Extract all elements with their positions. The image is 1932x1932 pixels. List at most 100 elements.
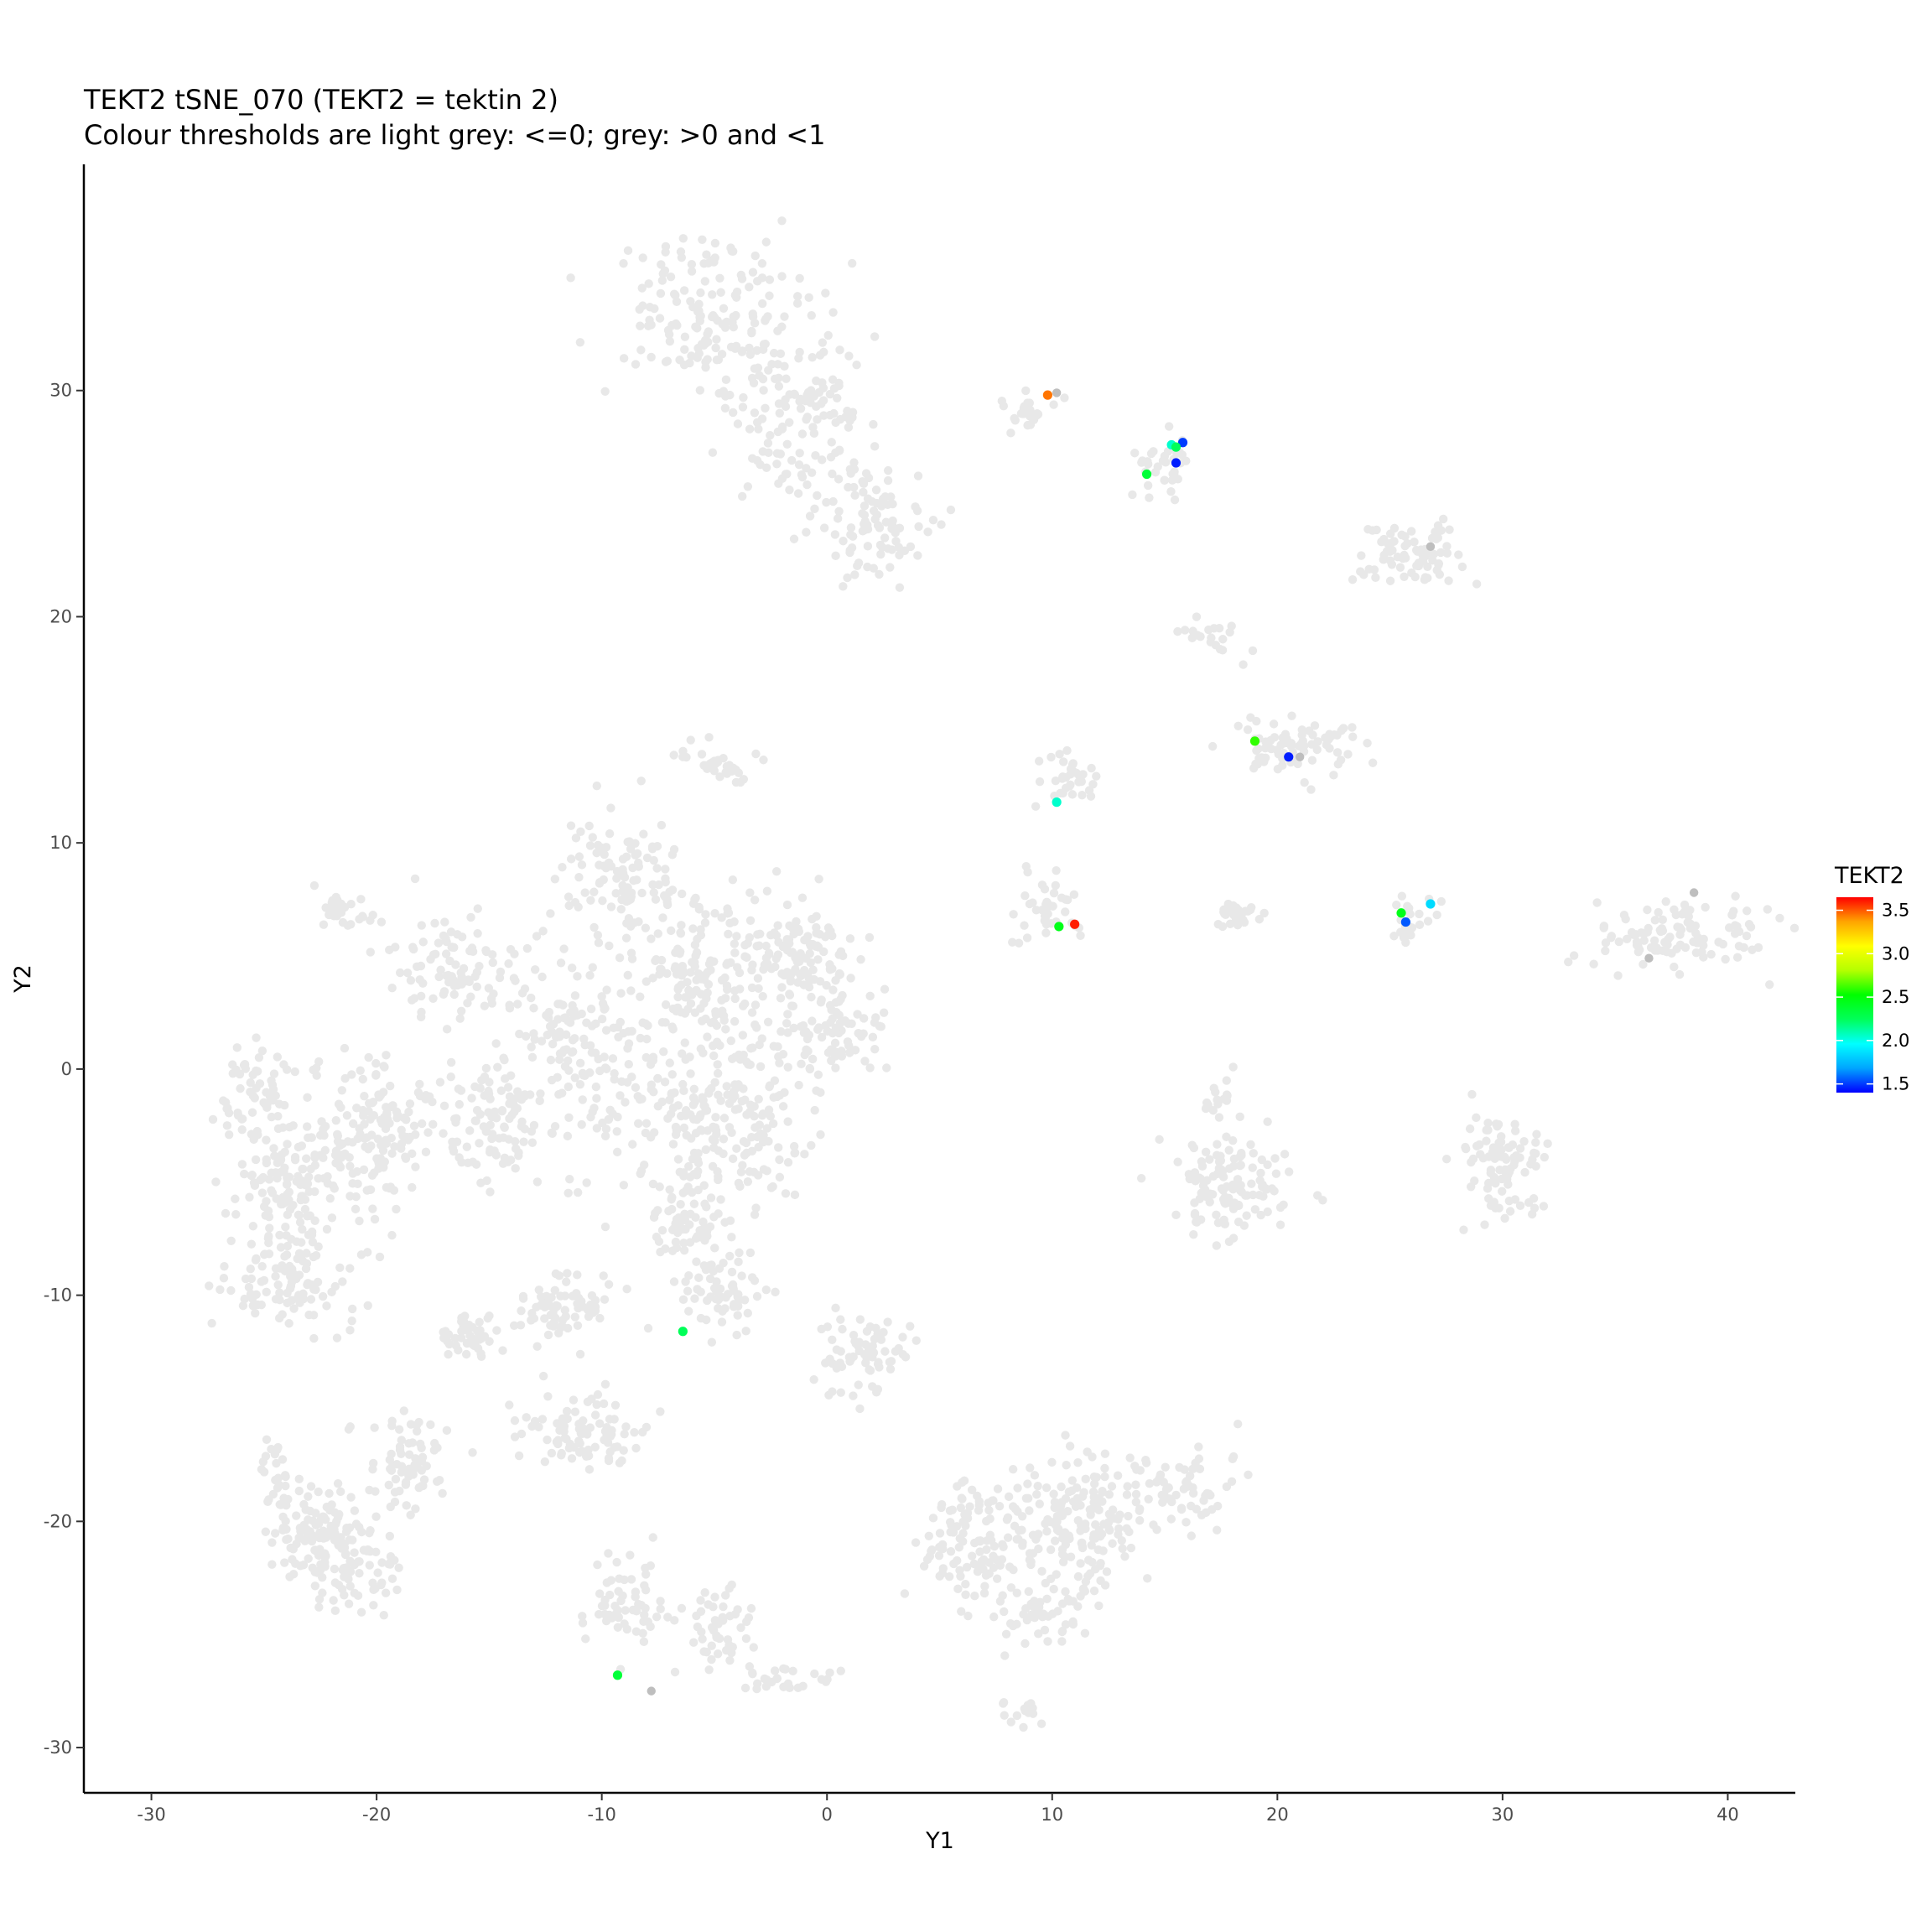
background-point <box>564 1082 574 1092</box>
background-point <box>1175 1462 1184 1472</box>
background-point <box>859 487 868 497</box>
background-point <box>593 1389 603 1400</box>
background-point <box>538 972 547 982</box>
background-point <box>408 943 418 952</box>
background-point <box>754 984 763 993</box>
background-point <box>701 362 710 372</box>
background-point <box>413 1426 422 1436</box>
background-point <box>1108 1539 1117 1548</box>
background-point <box>782 439 792 449</box>
background-point <box>946 1546 956 1556</box>
background-point <box>1515 1144 1525 1153</box>
background-point <box>643 1323 653 1333</box>
background-point <box>365 1485 374 1495</box>
background-point <box>693 1158 704 1168</box>
background-point <box>240 1294 249 1304</box>
background-point <box>750 1210 760 1219</box>
background-point <box>724 1098 735 1109</box>
legend-ticks: 1.52.02.53.03.5 <box>1836 901 1909 1094</box>
background-point <box>989 1612 999 1622</box>
background-point <box>1222 1076 1231 1085</box>
background-point <box>590 1410 600 1420</box>
background-point <box>614 1032 623 1041</box>
background-point <box>802 969 813 979</box>
background-point <box>473 929 482 938</box>
background-point <box>1671 910 1680 920</box>
background-point <box>517 1306 526 1316</box>
background-point <box>294 1249 304 1259</box>
background-point <box>804 293 813 303</box>
background-point <box>497 1106 507 1115</box>
background-point <box>747 373 757 383</box>
background-point <box>1061 1431 1070 1440</box>
background-point <box>773 1143 783 1152</box>
background-point <box>1623 934 1632 943</box>
background-point <box>776 1027 786 1036</box>
background-point <box>1739 943 1748 953</box>
background-point <box>1650 916 1660 925</box>
legend-tick-label: 3.5 <box>1882 901 1909 921</box>
background-point <box>699 1217 708 1227</box>
background-point <box>260 1249 270 1259</box>
background-point <box>673 1155 683 1164</box>
background-point <box>421 1147 431 1157</box>
background-point <box>1468 1154 1478 1164</box>
background-point <box>761 314 771 324</box>
background-point <box>953 1584 963 1594</box>
background-point <box>677 921 686 930</box>
background-point <box>795 957 804 966</box>
background-point <box>368 1458 378 1468</box>
background-point <box>631 1627 641 1636</box>
background-point <box>665 336 675 346</box>
background-point <box>368 1204 377 1213</box>
background-point <box>1216 1156 1226 1166</box>
background-point <box>457 1333 466 1343</box>
background-point <box>1051 880 1061 891</box>
background-point <box>613 1623 623 1632</box>
background-point <box>309 1516 318 1525</box>
background-point <box>591 1082 601 1092</box>
background-point <box>1021 891 1030 901</box>
background-point <box>722 1082 731 1091</box>
background-point <box>510 1136 520 1146</box>
background-point <box>678 234 688 243</box>
background-point <box>333 1136 343 1146</box>
background-point <box>371 1058 381 1068</box>
background-point <box>816 998 826 1007</box>
background-point <box>1000 1651 1010 1660</box>
background-point <box>761 1285 771 1295</box>
background-point <box>1136 1173 1146 1183</box>
background-point <box>1078 790 1087 800</box>
background-point <box>1098 1546 1108 1555</box>
background-point <box>710 908 719 918</box>
background-point <box>764 1105 774 1114</box>
background-point <box>564 892 574 901</box>
background-point <box>657 820 667 830</box>
y-tick-label: 0 <box>61 1059 72 1079</box>
background-point <box>1510 1126 1520 1135</box>
background-point <box>1639 959 1648 969</box>
background-point <box>718 319 727 329</box>
background-point <box>554 1089 564 1099</box>
background-point <box>391 943 400 952</box>
background-point <box>730 994 740 1004</box>
background-point <box>341 1549 351 1559</box>
background-point <box>1008 937 1017 947</box>
background-point <box>462 1142 472 1151</box>
background-point <box>1141 1458 1151 1467</box>
background-point <box>252 1300 262 1310</box>
background-point <box>827 1056 836 1066</box>
background-point <box>1171 1490 1181 1500</box>
background-point <box>644 279 653 288</box>
background-point <box>580 888 589 897</box>
background-point <box>565 1174 574 1184</box>
background-point <box>1368 758 1378 767</box>
background-point <box>766 1183 776 1192</box>
background-point <box>649 1087 658 1097</box>
background-point <box>703 355 712 364</box>
background-point <box>875 569 884 579</box>
background-point <box>740 1150 750 1160</box>
background-point <box>797 893 808 902</box>
y-axis-title: Y2 <box>10 964 36 994</box>
background-point <box>355 1523 364 1532</box>
